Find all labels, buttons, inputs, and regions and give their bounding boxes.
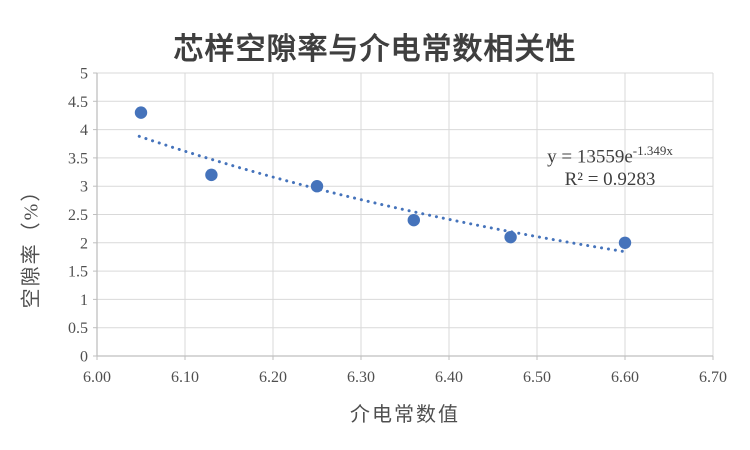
x-tick-label: 6.30: [347, 369, 375, 386]
y-tick-label: 0.5: [68, 320, 88, 337]
x-tick-label: 6.40: [435, 369, 463, 386]
equation-exponent: -1.349x: [632, 143, 673, 158]
x-tick-label: 6.00: [83, 369, 111, 386]
x-tick-label: 6.20: [259, 369, 287, 386]
data-point: [618, 236, 632, 249]
y-axis-title: 空隙率（%）: [20, 179, 43, 309]
data-point: [134, 106, 148, 119]
r-squared: R² = 0.9283: [564, 169, 656, 191]
data-point: [504, 230, 517, 244]
y-tick-label: 4: [80, 122, 88, 139]
trendline-equation: y = 13559e-1.349x: [505, 139, 715, 168]
data-point: [205, 168, 218, 182]
y-tick-label: 4.5: [68, 94, 88, 111]
trendline-label: y = 13559e-1.349x R² = 0.9283: [505, 139, 715, 191]
equation-base: y = 13559e: [547, 146, 633, 168]
y-tick-label: 0: [80, 349, 88, 366]
y-tick-label: 2: [80, 235, 88, 252]
y-tick-label: 1: [80, 292, 88, 309]
y-tick-label: 1.5: [68, 264, 88, 281]
y-tick-label: 5: [80, 66, 88, 83]
data-point: [407, 213, 420, 227]
y-tick-label: 3.5: [68, 150, 88, 167]
chart-title: 芯样空隙率与介电常数相关性: [173, 33, 577, 66]
x-tick-label: 6.60: [611, 369, 639, 386]
y-tick-label: 2.5: [68, 207, 88, 224]
trendline: [137, 134, 631, 254]
x-tick-label: 6.70: [699, 369, 727, 386]
x-tick-label: 6.50: [523, 369, 551, 386]
y-tick-label: 3: [80, 179, 88, 196]
data-point: [310, 180, 324, 193]
x-tick-label: 6.10: [171, 369, 199, 386]
x-axis-title: 介电常数值: [350, 404, 460, 426]
